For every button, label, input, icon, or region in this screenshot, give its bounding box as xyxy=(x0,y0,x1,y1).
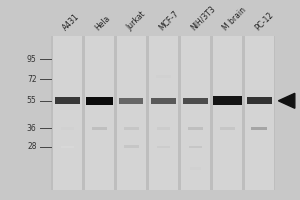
Bar xyxy=(61,127,74,130)
Bar xyxy=(53,36,82,190)
Bar xyxy=(183,98,208,104)
Text: M brain: M brain xyxy=(221,6,248,32)
Bar xyxy=(251,127,267,130)
Bar xyxy=(247,97,272,104)
Text: A431: A431 xyxy=(61,12,81,32)
Bar xyxy=(220,127,235,130)
Bar xyxy=(85,36,114,190)
Bar xyxy=(188,127,202,130)
Bar xyxy=(92,127,106,130)
Bar xyxy=(157,146,170,148)
Bar xyxy=(52,36,275,190)
Bar xyxy=(245,36,274,190)
Bar xyxy=(117,36,146,190)
Bar xyxy=(213,96,242,105)
Bar xyxy=(157,127,170,130)
Bar xyxy=(189,146,202,148)
Text: Jurkat: Jurkat xyxy=(125,10,147,32)
Bar xyxy=(119,98,143,104)
Polygon shape xyxy=(278,93,295,108)
Bar xyxy=(151,98,176,104)
Text: 72: 72 xyxy=(27,75,37,84)
Bar xyxy=(124,145,139,148)
Bar xyxy=(61,146,74,148)
Text: 36: 36 xyxy=(27,124,37,133)
Bar xyxy=(213,36,242,190)
Bar xyxy=(149,36,178,190)
Text: NIH/3T3: NIH/3T3 xyxy=(189,4,217,32)
Bar xyxy=(156,75,171,78)
Text: PC-12: PC-12 xyxy=(253,10,275,32)
Bar xyxy=(124,127,139,130)
Text: MCF-7: MCF-7 xyxy=(157,9,180,32)
Bar xyxy=(190,167,201,170)
Text: 28: 28 xyxy=(27,142,37,151)
Bar xyxy=(181,36,210,190)
Bar xyxy=(55,97,80,104)
Text: 95: 95 xyxy=(27,55,37,64)
Text: 55: 55 xyxy=(27,96,37,105)
Bar xyxy=(86,97,113,105)
Text: Hela: Hela xyxy=(93,14,112,32)
